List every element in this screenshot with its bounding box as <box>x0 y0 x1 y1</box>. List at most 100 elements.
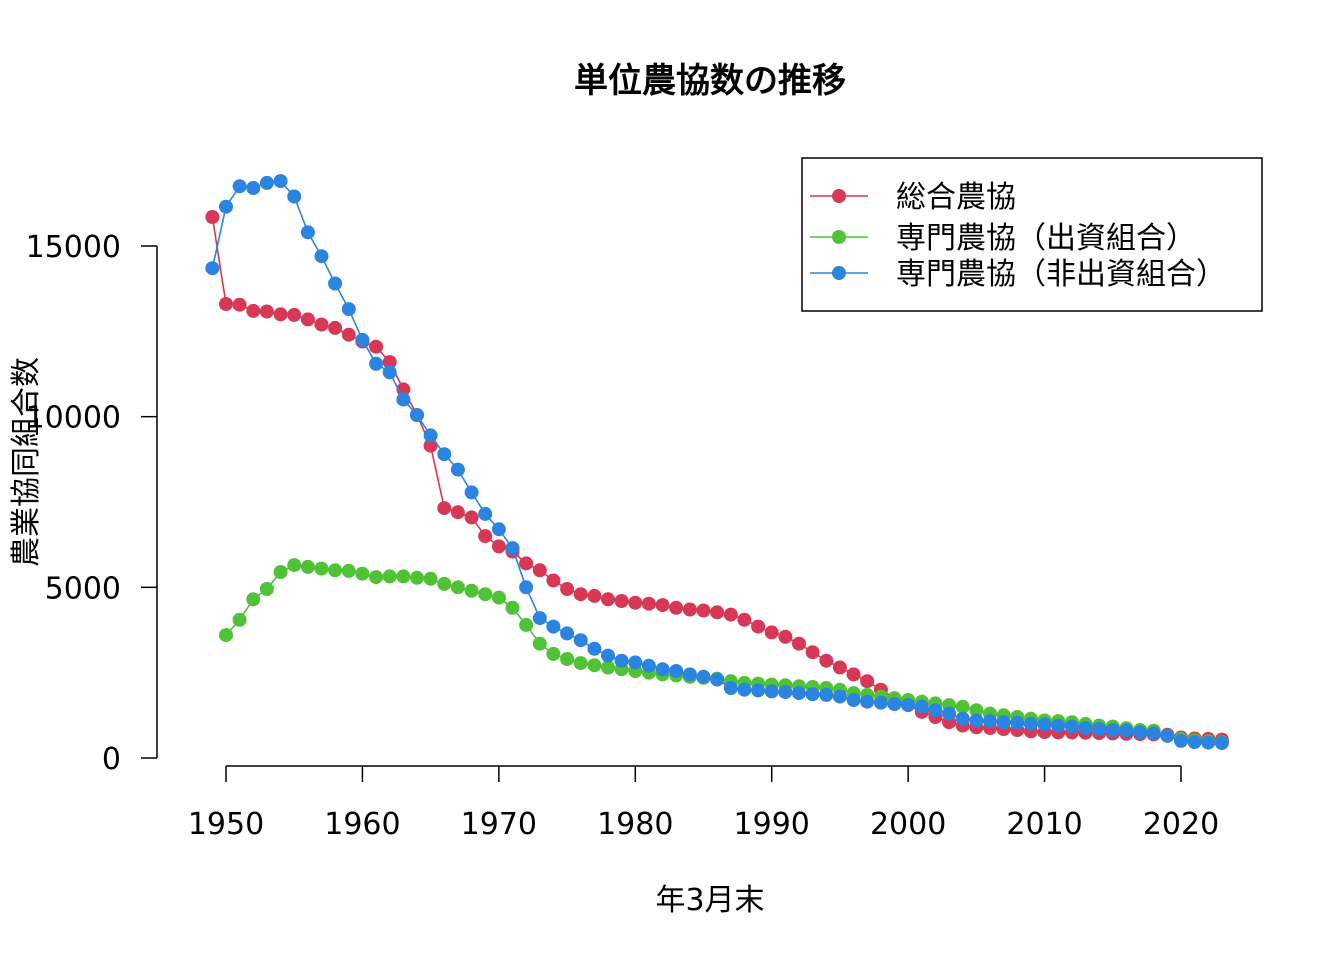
data-point <box>410 570 424 585</box>
data-point <box>464 510 479 525</box>
series-3 <box>205 174 1229 750</box>
data-point <box>723 681 738 695</box>
data-point <box>328 320 343 335</box>
data-point <box>437 576 452 591</box>
data-point <box>287 307 302 322</box>
data-point <box>382 569 397 584</box>
data-point <box>1146 726 1161 741</box>
data-point <box>532 636 547 651</box>
data-point <box>369 339 384 354</box>
data-point <box>805 687 820 702</box>
data-point <box>491 522 506 537</box>
data-point <box>464 485 479 500</box>
x-tick-label: 2010 <box>1006 807 1082 842</box>
data-point <box>1174 733 1188 748</box>
data-point <box>246 592 261 607</box>
data-point <box>737 682 752 697</box>
data-point <box>587 641 602 656</box>
data-point <box>546 619 561 634</box>
data-point <box>942 706 957 721</box>
data-point <box>369 356 384 371</box>
data-point <box>573 633 588 648</box>
data-point <box>792 686 806 701</box>
data-point <box>983 714 997 729</box>
data-point <box>232 297 247 312</box>
data-point <box>723 607 738 622</box>
data-point <box>682 602 697 617</box>
x-tick-label: 2000 <box>870 807 946 842</box>
data-point <box>246 181 261 195</box>
data-point <box>450 505 465 520</box>
data-point <box>778 685 793 700</box>
y-tick-label: 10000 <box>26 401 121 436</box>
data-point <box>396 392 411 407</box>
data-point <box>573 587 588 602</box>
data-point <box>259 582 274 596</box>
data-point <box>1133 725 1148 740</box>
data-point <box>928 703 943 718</box>
data-point <box>273 307 288 322</box>
data-point <box>601 592 615 607</box>
data-point <box>819 653 834 668</box>
data-point <box>641 596 656 611</box>
data-point <box>232 612 247 627</box>
data-point <box>205 210 220 224</box>
data-point <box>341 563 356 578</box>
legend-label: 専門農協（非出資組合） <box>896 257 1226 292</box>
data-point <box>423 428 438 443</box>
data-point <box>219 297 233 311</box>
legend-label: 専門農協（出資組合） <box>896 221 1196 256</box>
data-point <box>519 556 534 571</box>
data-point <box>491 590 506 605</box>
data-point <box>914 699 929 714</box>
data-point <box>259 304 274 319</box>
data-point <box>423 438 438 453</box>
data-point <box>464 583 479 598</box>
data-point <box>300 225 315 240</box>
data-point <box>846 667 861 682</box>
data-point <box>1160 728 1175 743</box>
data-point <box>532 563 547 578</box>
data-point <box>219 199 233 214</box>
data-point <box>287 558 302 573</box>
data-point <box>641 658 656 673</box>
data-point <box>423 571 438 586</box>
data-point <box>860 674 875 689</box>
data-point <box>655 662 670 677</box>
x-tick-label: 2020 <box>1143 807 1219 842</box>
series-layer <box>205 174 1229 750</box>
data-point <box>382 365 397 380</box>
data-point <box>560 626 575 641</box>
data-point <box>669 600 684 615</box>
data-point <box>355 566 370 581</box>
data-point <box>1051 718 1066 733</box>
x-tick-label: 1980 <box>597 807 673 842</box>
data-point <box>478 506 493 521</box>
data-point <box>314 317 329 332</box>
data-point <box>601 648 615 663</box>
data-point <box>300 559 315 574</box>
data-point <box>273 565 288 579</box>
data-point <box>314 561 329 576</box>
data-point <box>546 573 561 588</box>
data-point <box>737 612 752 627</box>
x-tick-label: 1950 <box>188 807 264 842</box>
data-point <box>805 645 820 660</box>
data-point <box>601 660 615 675</box>
data-point <box>546 646 561 661</box>
data-point <box>628 595 643 610</box>
data-point <box>792 636 806 651</box>
data-point <box>478 587 493 602</box>
x-tick-label: 1960 <box>324 807 400 842</box>
x-tick-label: 1990 <box>734 807 810 842</box>
data-point <box>628 655 643 670</box>
data-point <box>614 653 629 668</box>
chart-title: 単位農協数の推移 <box>574 61 846 101</box>
data-point <box>751 619 766 634</box>
data-point <box>491 539 506 554</box>
data-point <box>887 697 902 712</box>
data-point <box>437 501 452 516</box>
data-point <box>410 408 424 422</box>
y-tick-label: 0 <box>102 742 121 777</box>
